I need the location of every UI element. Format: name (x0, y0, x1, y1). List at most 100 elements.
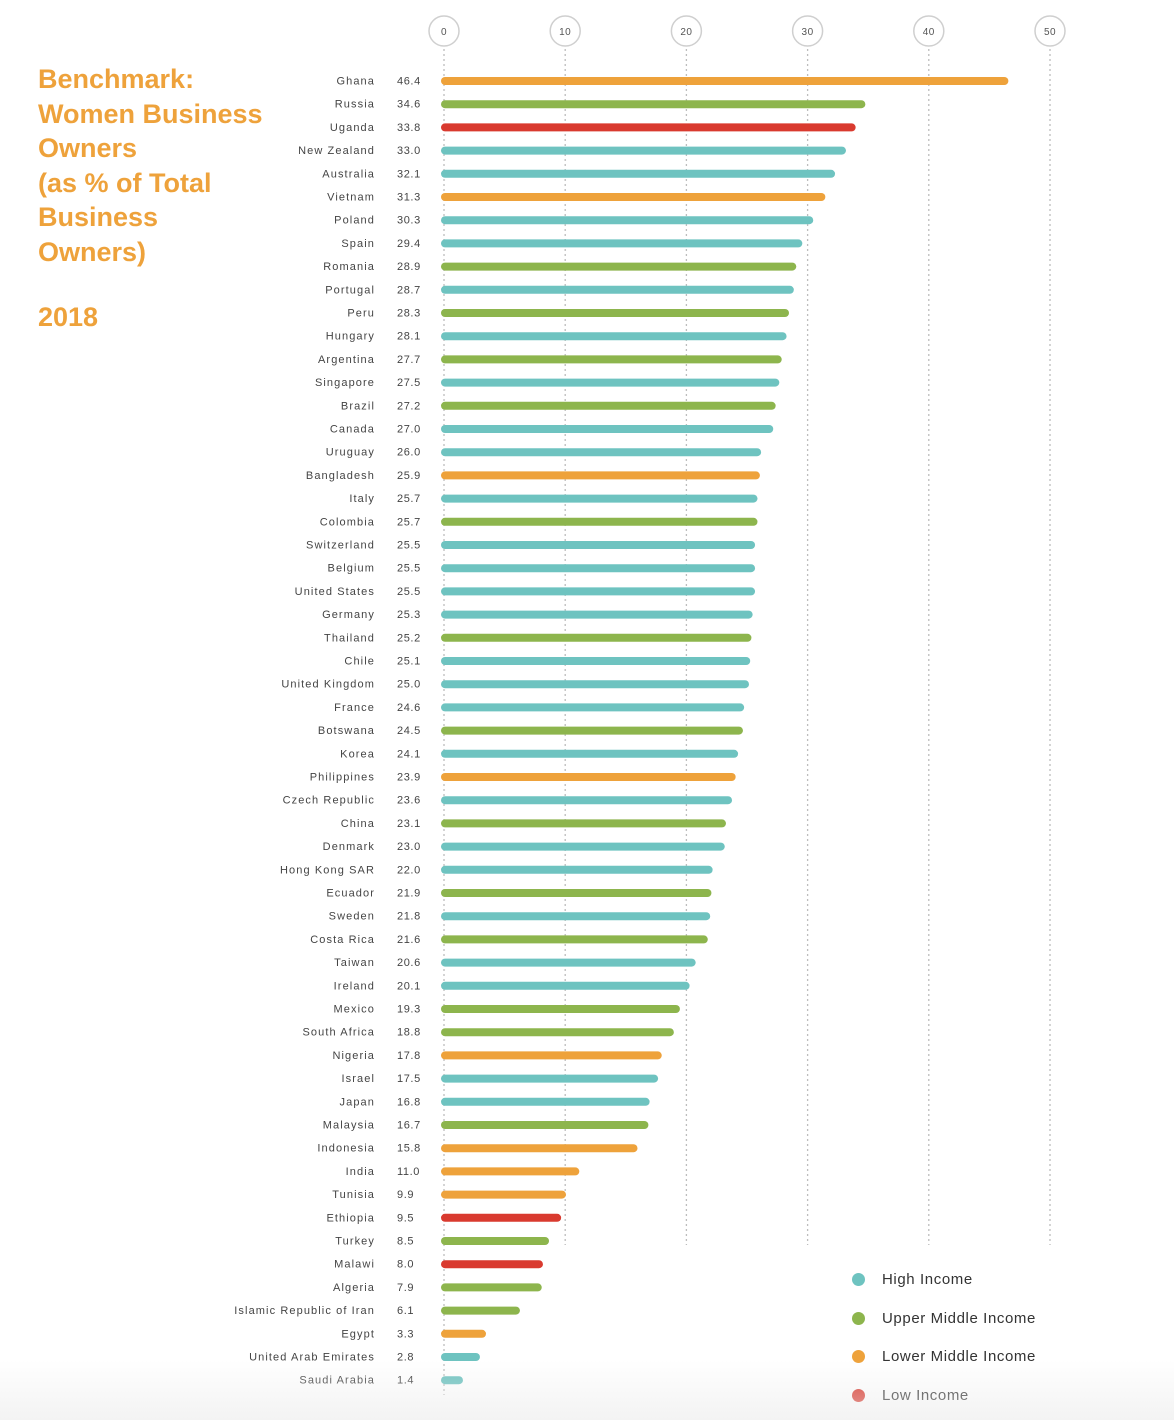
category-label: Vietnam (327, 192, 375, 204)
value-label: 21.9 (397, 888, 421, 900)
value-label: 25.1 (397, 656, 421, 668)
value-label: 20.6 (397, 957, 421, 969)
category-label: Malaysia (323, 1120, 375, 1132)
category-label: Australia (322, 168, 375, 180)
value-label: 25.3 (397, 609, 421, 621)
value-label: 25.2 (397, 632, 421, 644)
value-label: 17.5 (397, 1073, 421, 1085)
value-label: 27.5 (397, 377, 421, 389)
x-tick-label: 40 (923, 27, 935, 38)
category-label: New Zealand (298, 145, 375, 157)
category-label: Indonesia (317, 1143, 375, 1155)
value-label: 33.8 (397, 122, 421, 134)
value-label: 30.3 (397, 215, 421, 227)
value-label: 9.5 (397, 1212, 414, 1224)
tick-circle (428, 15, 460, 47)
value-label: 27.0 (397, 424, 421, 436)
value-label: 21.6 (397, 934, 421, 946)
value-label: 3.3 (397, 1328, 414, 1340)
title-line: (as % of Total (38, 167, 212, 198)
category-label: Hungary (326, 331, 375, 343)
value-label: 25.5 (397, 586, 421, 598)
category-label: South Africa (302, 1027, 375, 1039)
value-label: 17.8 (397, 1050, 421, 1062)
category-label: Philippines (310, 772, 375, 784)
legend-dot (852, 1272, 865, 1286)
category-label: Nigeria (332, 1050, 375, 1062)
value-label: 24.6 (397, 702, 421, 714)
x-tick-label: 0 (441, 27, 447, 38)
category-label: Thailand (324, 632, 375, 644)
value-label: 23.0 (397, 841, 421, 853)
category-label: Uganda (330, 122, 375, 134)
value-label: 25.5 (397, 540, 421, 552)
value-label: 2.8 (397, 1352, 414, 1364)
legend-dot (852, 1389, 865, 1403)
chart-title: Benchmark: Women Business Owners (as % o… (38, 62, 298, 269)
category-label: Malawi (334, 1259, 375, 1271)
legend-label: High Income (882, 1270, 973, 1288)
category-label: Brazil (341, 400, 375, 412)
category-label: Singapore (315, 377, 375, 389)
value-label: 16.8 (397, 1096, 421, 1108)
category-label: Ireland (334, 980, 375, 992)
x-tick-label: 10 (559, 27, 571, 38)
value-label: 15.8 (397, 1143, 421, 1155)
value-label: 7.9 (397, 1282, 414, 1294)
category-label: United Arab Emirates (249, 1352, 375, 1364)
category-label: Hong Kong SAR (280, 864, 375, 876)
legend-dot (852, 1311, 865, 1325)
tick-circle (1034, 15, 1066, 47)
legend: High Income Upper Middle Income Lower Mi… (852, 1260, 1152, 1415)
value-label: 34.6 (397, 99, 421, 111)
x-tick-label: 20 (680, 27, 692, 38)
category-label: Ghana (336, 76, 375, 88)
tick-circle (670, 15, 703, 47)
title-line: Business (38, 202, 159, 232)
value-label: 26.0 (397, 447, 421, 459)
category-label: France (334, 702, 375, 714)
value-label: 27.2 (397, 400, 421, 412)
category-label: Islamic Republic of Iran (234, 1305, 375, 1317)
value-label: 20.1 (397, 980, 421, 992)
category-label: Mexico (334, 1004, 375, 1016)
title-line: Benchmark: (38, 64, 195, 94)
category-label: Italy (349, 493, 375, 505)
category-label: Germany (322, 609, 375, 621)
value-label: 25.7 (397, 493, 421, 505)
value-label: 18.8 (397, 1027, 421, 1039)
category-label: Chile (344, 656, 375, 668)
category-label: Korea (340, 748, 375, 760)
value-label: 27.7 (397, 354, 421, 366)
category-label: Bangladesh (306, 470, 375, 482)
category-label: Colombia (320, 516, 375, 528)
category-label: Turkey (335, 1236, 375, 1248)
legend-item-high-income: High Income (852, 1260, 1152, 1299)
value-label: 25.0 (397, 679, 421, 691)
legend-dot (852, 1350, 865, 1364)
legend-item-upper-middle-income: Upper Middle Income (852, 1299, 1152, 1338)
category-label: Sweden (329, 911, 375, 923)
value-label: 8.5 (397, 1236, 414, 1248)
value-label: 28.9 (397, 261, 421, 273)
category-label: Peru (347, 308, 375, 320)
tick-circle (549, 15, 581, 47)
category-label: Egypt (341, 1328, 375, 1340)
value-label: 11.0 (397, 1166, 420, 1178)
value-label: 1.4 (397, 1375, 414, 1387)
category-label: Argentina (318, 354, 375, 366)
value-label: 8.0 (397, 1259, 414, 1271)
value-label: 23.1 (397, 818, 421, 830)
value-label: 23.9 (397, 772, 421, 784)
value-label: 25.5 (397, 563, 421, 575)
value-label: 16.7 (397, 1120, 421, 1132)
category-label: Uruguay (326, 447, 375, 459)
title-line: Women Business (38, 98, 263, 129)
value-label: 29.4 (397, 238, 421, 250)
category-label: Romania (323, 261, 375, 273)
category-label: Poland (334, 215, 375, 227)
value-label: 28.1 (397, 331, 421, 343)
value-label: 24.5 (397, 725, 421, 737)
category-label: Spain (341, 238, 375, 250)
